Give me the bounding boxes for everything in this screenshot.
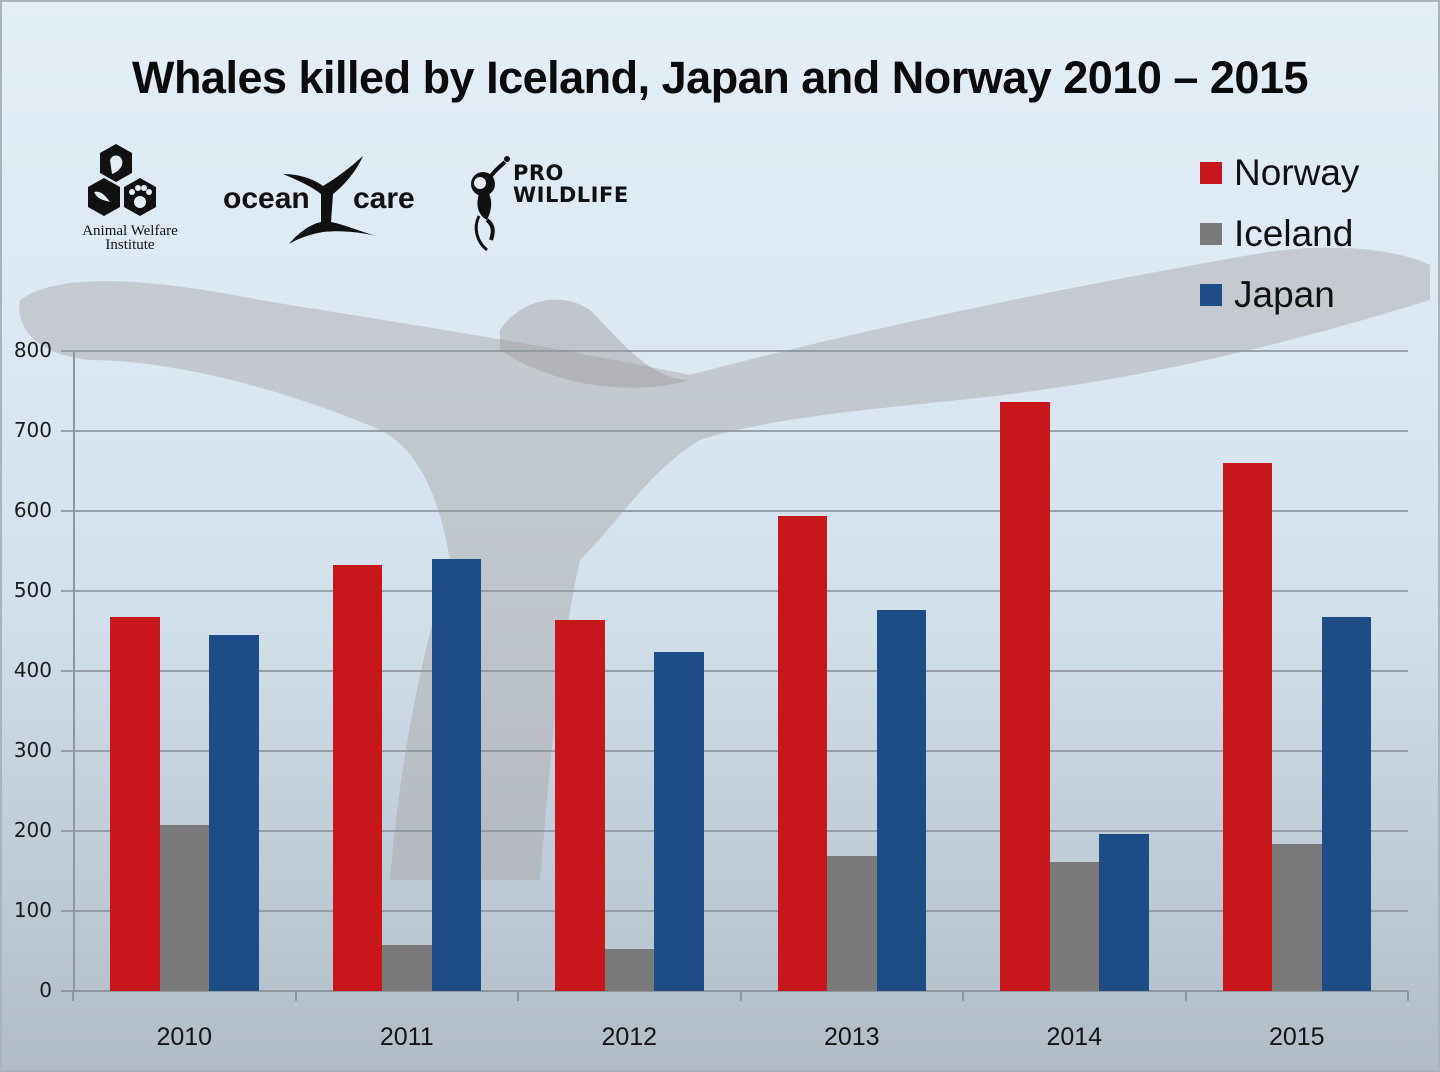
bar-norway-2010	[110, 616, 160, 991]
bar-iceland-2015	[1272, 843, 1322, 991]
bar-iceland-2014	[1049, 862, 1099, 991]
monkey-icon	[471, 156, 510, 252]
x-tick-label: 2013	[823, 1023, 880, 1051]
oceancare-logo: ocean care	[223, 152, 433, 252]
gridline-700	[61, 430, 1408, 432]
legend-label-japan: Japan	[1234, 273, 1335, 315]
plot-area: 0 100 200 300 400 500 600 700 800 2010 2011 2012 201…	[14, 338, 1409, 1051]
gridline-400	[61, 670, 1408, 672]
bar-japan-2014	[1099, 834, 1149, 991]
x-tick-mark	[517, 991, 519, 1001]
bar-norway-2012	[555, 619, 605, 991]
legend-swatch-japan	[1200, 283, 1222, 306]
sponsor-logos: Animal Welfare Institute ocean care PRO …	[60, 140, 660, 260]
legend-label-iceland: Iceland	[1234, 212, 1354, 254]
x-axis-line	[61, 990, 1408, 992]
bar-japan-2015	[1321, 617, 1371, 991]
oceancare-left-word: ocean	[223, 182, 310, 215]
bar-norway-2015	[1222, 463, 1272, 991]
y-tick-label: 300	[13, 738, 52, 762]
bar-japan-2011	[431, 559, 481, 991]
gridline-500	[61, 590, 1408, 592]
gridline-200	[61, 830, 1408, 832]
bar-norway-2013	[777, 515, 827, 991]
bar-iceland-2012	[604, 949, 654, 991]
bar-japan-2010	[209, 635, 259, 991]
oceancare-right-word: care	[353, 182, 415, 215]
x-tick-mark	[72, 991, 74, 1001]
y-tick-label: 500	[13, 578, 52, 602]
hexagon-animals-icon	[88, 144, 156, 216]
x-tick-mark	[294, 991, 297, 1001]
bar-japan-2013	[876, 610, 926, 991]
awi-logo: Animal Welfare Institute	[60, 140, 200, 255]
x-tick-label: 2012	[601, 1023, 658, 1051]
y-tick-label: 200	[13, 818, 52, 842]
x-tick-mark	[1407, 991, 1409, 1001]
chart-legend: Norway Iceland Japan	[1200, 142, 1359, 325]
bar-iceland-2013	[827, 855, 877, 991]
x-tick-label: 2015	[1268, 1023, 1325, 1051]
x-tick-label: 2014	[1046, 1023, 1103, 1051]
gridline-600	[61, 510, 1408, 512]
gridline-800	[61, 350, 1408, 352]
x-tick-label: 2011	[379, 1023, 434, 1051]
legend-swatch-iceland	[1200, 222, 1222, 245]
awi-caption: Animal Welfare Institute	[82, 223, 178, 253]
bar-norway-2011	[332, 564, 382, 991]
gridline-300	[61, 750, 1408, 752]
y-tick-label: 100	[13, 898, 52, 922]
y-tick-label: 600	[13, 498, 52, 522]
bar-iceland-2011	[382, 944, 432, 991]
chart-title: Whales killed by Iceland, Japan and Norw…	[131, 52, 1309, 103]
whale-tail-icon	[283, 156, 377, 244]
y-tick-label: 800	[13, 338, 52, 362]
y-tick-label: 700	[13, 418, 52, 442]
x-tick-mark	[1184, 991, 1187, 1001]
y-tick-label: 0	[39, 978, 52, 1002]
y-tick-label: 400	[13, 658, 52, 682]
legend-item-iceland: Iceland	[1200, 203, 1359, 264]
bar-norway-2014	[1000, 402, 1050, 991]
bar-japan-2012	[654, 651, 704, 991]
bar-iceland-2010	[159, 824, 209, 991]
x-tick-mark	[962, 991, 964, 1001]
x-tick-label: 2010	[156, 1023, 213, 1051]
prowildlife-wordmark: PRO WILDLIFE	[513, 161, 629, 207]
legend-swatch-norway	[1200, 161, 1222, 184]
prowildlife-logo: PRO WILDLIFE	[465, 154, 645, 264]
legend-item-japan: Japan	[1200, 264, 1359, 325]
x-tick-mark	[739, 991, 742, 1001]
gridline-100	[61, 910, 1408, 912]
legend-item-norway: Norway	[1200, 142, 1359, 203]
legend-label-norway: Norway	[1234, 151, 1360, 193]
